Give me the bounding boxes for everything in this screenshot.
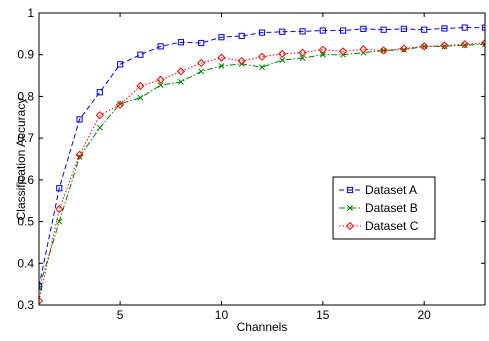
point-dataset-b-15 [319,51,326,58]
series-dataset-a [39,24,485,290]
point-dataset-a-22 [461,24,468,31]
point-dataset-a-6 [137,51,144,58]
point-dataset-c-14 [298,48,307,57]
point-dataset-a-14 [299,28,306,35]
point-dataset-b-9 [198,68,205,75]
point-dataset-a-21 [441,25,448,32]
series-line-dataset-a [39,27,485,287]
legend-marker-dataset-b [347,205,353,211]
point-dataset-c-6 [136,81,145,91]
point-dataset-c-18 [379,46,388,55]
series-clip-group [39,24,485,305]
point-dataset-c-4 [95,111,104,120]
legend-swatch-dataset-b [339,205,361,211]
point-dataset-c-16 [338,47,348,56]
point-dataset-a-17 [360,25,367,32]
y-tick-label-1: 1 [27,6,34,20]
x-tick-label-20: 20 [418,308,432,322]
point-dataset-b-7 [157,82,164,89]
series-line-dataset-b [39,43,485,289]
y-tick-label-0-7: 0.7 [17,131,34,145]
point-dataset-b-21 [441,43,448,50]
ticks-layer: 5 10 15 20 0.3 0.4 0.5 0.6 0.7 0.8 0.9 1 [17,6,485,322]
legend-swatch-dataset-c [339,221,361,231]
point-dataset-a-20 [421,26,428,33]
point-dataset-c-21 [440,41,449,50]
series-layer [39,24,485,305]
point-dataset-c-11 [237,56,246,66]
point-dataset-a-2 [56,185,63,192]
point-dataset-c-9 [197,58,206,68]
point-dataset-c-15 [318,45,327,54]
legend-entry-dataset-b: Dataset B [339,201,418,215]
legend-label-dataset-b: Dataset B [365,201,418,215]
point-dataset-b-14 [299,55,306,62]
point-dataset-b-6 [137,94,144,101]
point-dataset-c-13 [278,49,287,58]
x-tick-label-5: 5 [117,308,124,322]
series-dataset-c [39,38,485,305]
y-tick-label-0-5: 0.5 [17,215,34,229]
y-axis-title: Classification Accuracy [14,98,28,221]
legend-entry-dataset-c: Dataset C [339,219,419,233]
y-tick-label-0-8: 0.8 [17,89,34,103]
point-dataset-b-13 [279,57,286,64]
y-tick-label-0-9: 0.9 [17,48,34,62]
legend-marker-dataset-a [346,186,354,194]
legend-label-dataset-c: Dataset C [365,219,419,233]
series-dataset-b [39,41,485,292]
point-dataset-c-12 [257,52,267,61]
point-dataset-a-5 [116,61,124,68]
legend-swatch-dataset-a [339,186,361,194]
point-dataset-a-8 [177,39,185,46]
y-tick-label-0-4: 0.4 [17,256,34,270]
point-dataset-c-1 [39,296,44,305]
point-dataset-c-17 [359,45,368,54]
point-dataset-c-5 [115,100,125,109]
point-dataset-a-7 [157,43,164,50]
point-dataset-a-4 [96,89,103,96]
point-dataset-c-22 [460,40,469,49]
point-dataset-c-23 [480,38,485,48]
point-dataset-a-18 [380,26,387,33]
legend-entry-dataset-a: Dataset A [339,183,417,197]
plot-frame [38,12,486,306]
legend-marker-dataset-c [345,221,355,231]
point-dataset-b-10 [218,63,225,69]
point-dataset-c-8 [176,67,186,76]
point-dataset-a-11 [238,32,245,40]
point-dataset-a-9 [198,39,205,47]
point-dataset-c-3 [75,150,84,159]
point-dataset-b-1 [39,285,42,292]
point-dataset-c-7 [156,75,165,84]
point-dataset-b-2 [56,218,63,225]
point-dataset-a-3 [76,116,83,123]
point-dataset-c-19 [399,44,409,53]
x-axis-title: Channels [237,320,288,334]
point-dataset-a-13 [279,28,286,35]
point-dataset-a-12 [258,29,266,36]
series-line-dataset-c [39,42,485,301]
point-dataset-b-8 [177,78,184,85]
point-dataset-b-22 [461,42,468,49]
point-dataset-c-2 [55,204,64,214]
point-dataset-a-10 [218,34,225,41]
point-dataset-b-12 [259,64,265,71]
point-dataset-c-10 [217,53,226,62]
legend-label-dataset-a: Dataset A [365,183,417,197]
point-dataset-a-15 [319,27,326,34]
point-dataset-b-4 [96,124,103,131]
y-tick-label-0-6: 0.6 [17,173,34,187]
x-tick-label-15: 15 [316,308,330,322]
x-tick-label-10: 10 [215,308,229,322]
point-dataset-a-16 [339,27,347,34]
point-dataset-a-19 [400,25,408,32]
point-dataset-c-20 [420,42,429,51]
y-tick-label-0-3: 0.3 [17,298,34,312]
point-dataset-b-23 [482,41,485,48]
legend: Dataset A Dataset B Dataset C [332,176,436,240]
